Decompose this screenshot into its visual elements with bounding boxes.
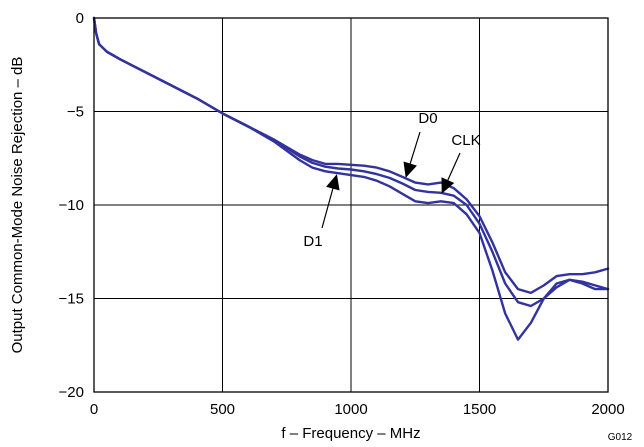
y-axis-title: Output Common-Mode Noise Rejection – dB (9, 57, 26, 354)
annotation-arrow-d1 (321, 188, 334, 229)
annotation-arrowhead-clk (441, 177, 455, 194)
y-tick-label: −15 (59, 291, 84, 308)
figure-id: G012 (608, 432, 633, 443)
annotation-label-d1: D1 (303, 233, 322, 250)
y-tick-label: 0 (76, 10, 84, 27)
grid-lines (94, 18, 608, 392)
y-tick-label: −5 (67, 104, 84, 121)
annotation-arrowhead-d1 (326, 174, 340, 191)
annotation-arrow-d0 (409, 131, 421, 164)
x-tick-label: 0 (90, 401, 98, 418)
x-tick-labels: 0 500 1000 1500 2000 (90, 401, 625, 418)
annotation-arrow-clk (447, 152, 461, 181)
y-tick-label: −20 (59, 384, 84, 401)
series-lines (92, 16, 610, 341)
x-tick-label: 1500 (463, 401, 496, 418)
x-tick-label: 1000 (334, 401, 367, 418)
y-tick-labels: 0 −5 −10 −15 −20 (59, 10, 84, 401)
y-tick-label: −10 (59, 197, 84, 214)
annotations: D0 CLK D1 (303, 110, 480, 250)
x-tick-label: 2000 (591, 401, 624, 418)
x-axis-title: f – Frequency – MHz (281, 425, 420, 442)
x-tick-label: 500 (210, 401, 235, 418)
annotation-label-d0: D0 (418, 110, 437, 127)
annotation-label-clk: CLK (451, 132, 480, 149)
plot-frame (93, 17, 609, 393)
annotation-arrowhead-d0 (403, 161, 417, 178)
series-line-d1 (92, 16, 610, 341)
